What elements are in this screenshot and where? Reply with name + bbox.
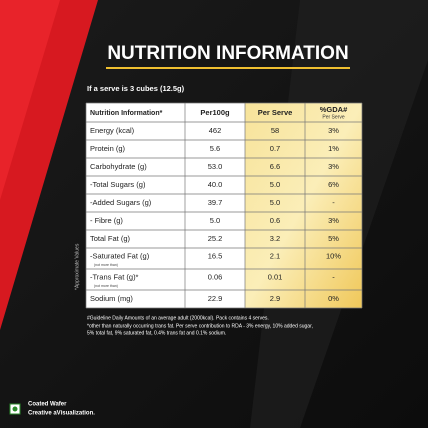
footer-text: Coated Wafer <box>28 402 67 408</box>
nutrient-label: -Total Sugars (g) <box>90 180 146 189</box>
gold-area <box>245 103 362 308</box>
cell-value: 5.0 <box>210 216 220 225</box>
footnote: #Guideline Daily Amounts of an average a… <box>87 315 269 321</box>
nutrient-label: -Trans Fat (g)* <box>90 272 139 281</box>
cell-value: 6% <box>328 180 339 189</box>
nutrient-label: Sodium (mg) <box>90 294 133 303</box>
veg-dot <box>12 406 18 412</box>
footer-text: Creative aVisualization. <box>28 411 95 417</box>
cell-value: 0.6 <box>270 216 280 225</box>
cell-value: 1% <box>328 144 339 153</box>
white-area <box>86 103 245 308</box>
cell-value: 5.6 <box>210 144 220 153</box>
cell-value: 0.01 <box>268 272 283 281</box>
cell-value: 3% <box>328 126 339 135</box>
nutrient-label: Carbohydrate (g) <box>90 162 147 171</box>
cell-value: 6.6 <box>270 162 280 171</box>
cell-value: 3% <box>328 162 339 171</box>
cell-value: 58 <box>271 126 279 135</box>
cell-value: 39.7 <box>208 198 223 207</box>
cell-value: 10% <box>326 251 341 260</box>
nutrient-label: -Saturated Fat (g) <box>90 251 150 260</box>
nutrient-label: Protein (g) <box>90 144 126 153</box>
cell-value: 5% <box>328 234 339 243</box>
footnote: 5% total fat, 9% saturated fat, 0.4% tra… <box>87 330 226 336</box>
cell-value: 40.0 <box>208 180 223 189</box>
cell-value: 3.2 <box>270 234 280 243</box>
cell-value: - <box>332 272 335 281</box>
cell-value: 0% <box>328 294 339 303</box>
column-subheader: Per Serve <box>322 114 344 120</box>
cell-value: 2.1 <box>270 251 280 260</box>
title: NUTRITION INFORMATION <box>107 43 348 64</box>
nutrient-label: Energy (kcal) <box>90 126 135 135</box>
cell-value: 5.0 <box>270 180 280 189</box>
title-underline <box>106 67 350 69</box>
cell-value: 16.5 <box>208 251 223 260</box>
cell-value: 22.9 <box>208 294 223 303</box>
column-header: Per100g <box>200 108 230 117</box>
column-header: Per Serve <box>258 108 293 117</box>
column-header: %GDA# <box>320 105 348 114</box>
cell-value: 0.06 <box>208 272 223 281</box>
cell-value: 0.7 <box>270 144 280 153</box>
cell-value: 462 <box>209 126 222 135</box>
serve-note: If a serve is 3 cubes (12.5g) <box>87 84 185 93</box>
nutrient-note: (not more than) <box>94 263 118 267</box>
cell-value: 53.0 <box>208 162 223 171</box>
footnote: *other than naturally occurring trans fa… <box>87 323 313 329</box>
nutrient-label: Total Fat (g) <box>90 234 131 243</box>
cell-value: 5.0 <box>270 198 280 207</box>
nutrient-note: (not more than) <box>94 284 118 288</box>
cell-value: - <box>332 198 335 207</box>
nutrient-label: - Fibre (g) <box>90 216 123 225</box>
column-header: Nutrition Information* <box>90 110 163 117</box>
cell-value: 3% <box>328 216 339 225</box>
nutrient-label: -Added Sugars (g) <box>90 198 152 207</box>
side-note: *Approximate Values <box>74 243 80 290</box>
cell-value: 2.9 <box>270 294 280 303</box>
red-corner-light <box>0 0 60 200</box>
nutrition-table: Nutrition Information* Per100g Per Serve %G… <box>85 102 363 309</box>
cell-value: 25.2 <box>208 234 223 243</box>
